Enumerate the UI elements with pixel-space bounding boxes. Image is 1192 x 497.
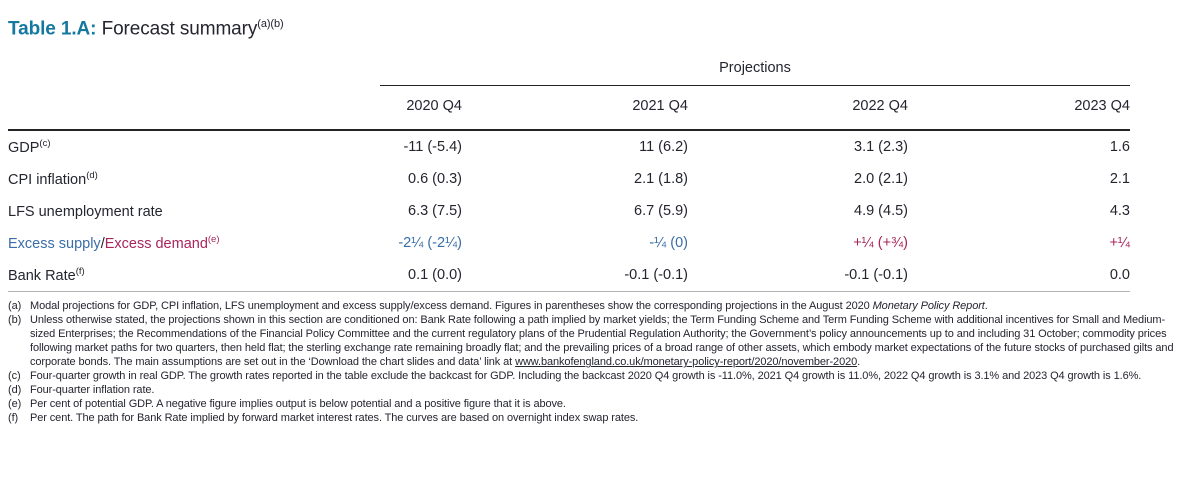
value-cell: 0.1 (0.0): [408, 267, 462, 284]
footnote-marker: (e): [207, 234, 220, 246]
title-footnote-markers: (a)(b): [257, 18, 284, 30]
footnote-text: Four-quarter inflation rate.: [30, 384, 155, 397]
footnote-label: (e): [8, 398, 22, 411]
footnote-text: Modal projections for GDP, CPI inflation…: [30, 300, 873, 313]
value-cell: 2.0 (2.1): [854, 171, 908, 188]
table-row-bank-rate: Bank Rate(f) 0.1 (0.0) -0.1 (-0.1) -0.1 …: [8, 259, 1130, 291]
excess-demand-label: Excess demand: [104, 236, 208, 253]
footnote-marker: (d): [86, 170, 98, 182]
row-label: CPI inflation(d): [8, 170, 98, 189]
forecast-table: Projections 2020 Q4 2021 Q4 2022 Q4 2023…: [8, 60, 1130, 293]
report-page: Table 1.A: Forecast summary(a)(b) Projec…: [8, 18, 1186, 425]
table-row-gdp: GDP(c) -11 (-5.4) 11 (6.2) 3.1 (2.3) 1.6: [8, 131, 1130, 163]
table-row-excess-supply-demand: Excess supply/Excess demand(e) -2¼ (-2¼)…: [8, 227, 1130, 259]
footnote-label: (f): [8, 412, 19, 425]
footnote-label: (a): [8, 300, 22, 313]
november-2020-report-link[interactable]: www.bankofengland.co.uk/monetary-policy-…: [515, 356, 858, 369]
footnotes: (a) Modal projections for GDP, CPI inflat…: [8, 299, 1186, 425]
value-cell: 1.6: [1109, 139, 1130, 156]
excess-supply-label: Excess supply: [8, 236, 101, 253]
label-slash: /: [100, 236, 105, 253]
value-cell: 11 (6.2): [639, 139, 688, 156]
column-header-2022-q4: 2022 Q4: [852, 98, 908, 115]
value-cell: -0.1 (-0.1): [844, 267, 908, 284]
table-number: Table 1.A:: [8, 18, 97, 40]
row-label: Excess supply/Excess demand(e): [8, 234, 380, 252]
footnote-label: (d): [8, 384, 22, 397]
projections-group-row: Projections: [8, 60, 1130, 87]
footnote-e: (e) Per cent of potential GDP. A negative…: [8, 397, 1186, 411]
footnote-marker: (c): [39, 138, 51, 150]
footnote-c: (c) Four-quarter growth in real GDP. The …: [8, 369, 1186, 383]
value-cell: 4.9 (4.5): [854, 203, 908, 220]
column-header-2021-q4: 2021 Q4: [632, 98, 688, 115]
column-header-row: 2020 Q4 2021 Q4 2022 Q4 2023 Q4: [8, 86, 1130, 129]
row-label: LFS unemployment rate: [8, 204, 163, 221]
value-cell: -0.1 (-0.1): [624, 267, 688, 284]
value-cell: -¼ (0): [649, 235, 688, 252]
value-cell: 6.3 (7.5): [408, 203, 462, 220]
footnote-text: Per cent of potential GDP. A negative fi…: [30, 398, 566, 411]
value-cell: 2.1: [1109, 171, 1130, 188]
report-name-italic: Monetary Policy Report: [872, 300, 985, 313]
footnote-label: (b): [8, 314, 22, 327]
empty-header-cell: [8, 86, 380, 129]
value-cell: -11 (-5.4): [403, 139, 462, 156]
column-header-2020-q4: 2020 Q4: [406, 98, 462, 115]
value-cell: 3.1 (2.3): [854, 139, 908, 156]
column-header-2023-q4: 2023 Q4: [1074, 98, 1130, 115]
value-cell: +¼ (+¾): [853, 235, 908, 252]
value-cell: 0.6 (0.3): [408, 171, 462, 188]
projections-group-header: Projections: [380, 60, 1130, 87]
table-title-text: Forecast summary: [96, 18, 258, 40]
value-cell: -2¼ (-2¼): [398, 235, 462, 252]
footnote-d: (d) Four-quarter inflation rate.: [8, 383, 1186, 397]
value-cell: 6.7 (5.9): [634, 203, 688, 220]
table-bottom-rule: [8, 291, 1130, 293]
page-title: Table 1.A: Forecast summary(a)(b): [8, 18, 1184, 40]
footnote-label: (c): [8, 370, 21, 383]
footnote-text: Unless otherwise stated, the projections…: [30, 314, 1174, 369]
footnote-b: (b) Unless otherwise stated, the projecti…: [8, 314, 1174, 369]
row-label: GDP(c): [8, 138, 51, 157]
value-cell: 0.0: [1109, 267, 1130, 284]
footnote-text: Per cent. The path for Bank Rate implied…: [30, 412, 639, 425]
header-rule: [8, 129, 1130, 132]
footnote-a: (a) Modal projections for GDP, CPI inflat…: [8, 300, 988, 313]
row-label: Bank Rate(f): [8, 266, 85, 285]
footnote-marker: (f): [75, 266, 85, 278]
table-row-lfs-unemployment: LFS unemployment rate 6.3 (7.5) 6.7 (5.9…: [8, 195, 1130, 227]
footnote-text: Four-quarter growth in real GDP. The gro…: [30, 370, 1142, 383]
value-cell: 4.3: [1109, 203, 1130, 220]
table-row-cpi-inflation: CPI inflation(d) 0.6 (0.3) 2.1 (1.8) 2.0…: [8, 163, 1130, 195]
value-cell: 2.1 (1.8): [634, 171, 688, 188]
value-cell: +¼: [1109, 235, 1130, 252]
footnote-f: (f) Per cent. The path for Bank Rate impl…: [8, 411, 1186, 425]
